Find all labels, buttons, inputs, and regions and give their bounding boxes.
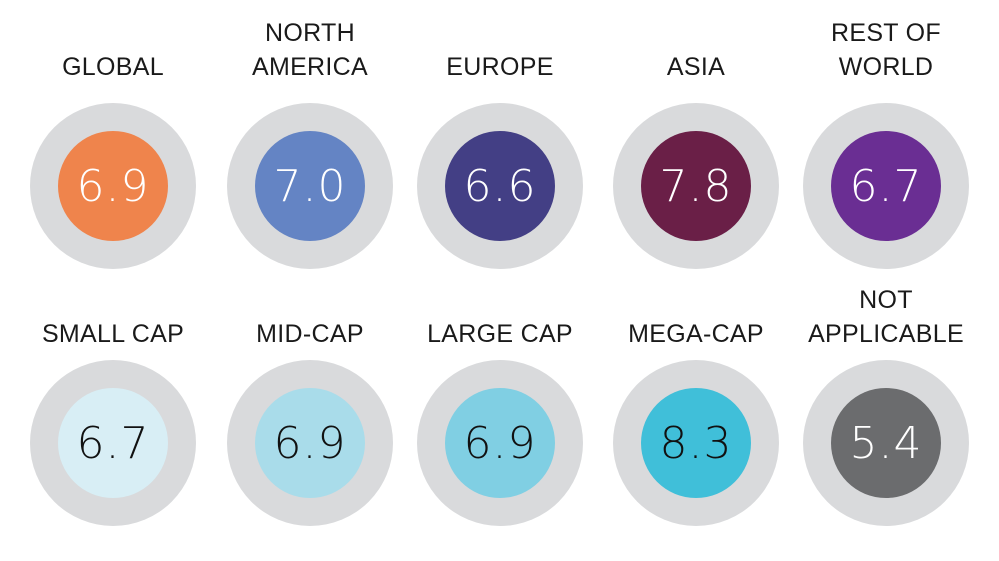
score-disc: 6.9 [445,388,555,498]
score-value: 8.3 [659,417,733,469]
score-value: 6.6 [463,160,537,212]
score-value: 6.7 [76,417,150,469]
score-ring: 8.3 [613,360,779,526]
score-value: 6.9 [273,417,347,469]
score-ring: 6.7 [803,103,969,269]
score-ring: 7.8 [613,103,779,269]
tile-label: ASIA [666,53,726,81]
score-ring: 6.9 [227,360,393,526]
score-ring: 6.6 [417,103,583,269]
score-ring: 6.9 [417,360,583,526]
score-ring: 6.9 [30,103,196,269]
score-disc: 6.9 [58,131,168,241]
tile-label: GLOBAL [62,53,164,81]
score-disc: 8.3 [641,388,751,498]
score-ring: 6.7 [30,360,196,526]
score-disc: 7.8 [641,131,751,241]
score-value: 7.8 [659,160,733,212]
score-disc: 6.7 [831,131,941,241]
tile-label: REST OF WORLD [831,19,941,81]
score-disc: 6.7 [58,388,168,498]
score-disc: 6.9 [255,388,365,498]
score-value: 6.9 [463,417,537,469]
score-ring: 7.0 [227,103,393,269]
tile-label: EUROPE [446,53,554,81]
score-disc: 5.4 [831,388,941,498]
score-value: 7.0 [273,160,347,212]
tile-label: MEGA-CAP [628,320,764,348]
score-disc: 6.6 [445,131,555,241]
score-disc: 7.0 [255,131,365,241]
tile-label: MID-CAP [256,320,364,348]
score-value: 6.9 [76,160,150,212]
score-value: 6.7 [849,160,923,212]
tile-label: LARGE CAP [427,320,573,348]
score-ring: 5.4 [803,360,969,526]
score-value: 5.4 [849,417,923,469]
tile-label: SMALL CAP [41,320,185,348]
tile-label: NOT APPLICABLE [808,286,964,348]
tile-label: NORTH AMERICA [251,19,368,81]
